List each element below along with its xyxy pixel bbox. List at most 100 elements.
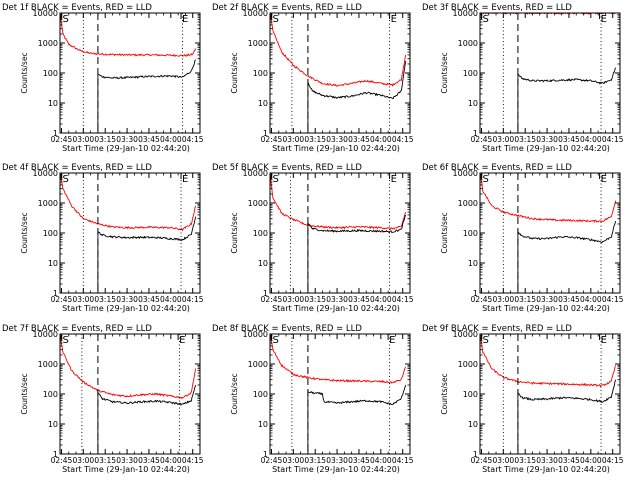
x-tick-label: 04:15 xyxy=(392,456,414,465)
x-tick-label: 03:15 xyxy=(514,456,536,465)
lld-series-line xyxy=(60,334,197,400)
y-tick-label: 10 xyxy=(48,259,58,268)
y-axis-label: Counts/sec xyxy=(230,373,239,414)
x-tick-label: 03:30 xyxy=(536,295,558,304)
lld-series-line xyxy=(270,173,407,230)
panel-title: Det 6f BLACK = Events, RED = LLD xyxy=(422,163,572,173)
x-axis-label: Start Time (29-Jan-10 02:44:20) xyxy=(62,304,190,313)
lld-series-line xyxy=(60,13,197,58)
y-tick-label: 10 xyxy=(258,99,268,108)
x-tick-label: 04:00 xyxy=(370,456,392,465)
end-marker-label: E xyxy=(601,335,607,346)
x-tick-label: 04:15 xyxy=(602,135,624,144)
x-tick-label: 04:00 xyxy=(370,135,392,144)
x-tick-label: 03:45 xyxy=(558,295,580,304)
y-axis-label: Counts/sec xyxy=(440,212,449,253)
y-axis-label: Counts/sec xyxy=(230,52,239,93)
x-tick-label: 03:00 xyxy=(73,135,95,144)
panel-title: Det 3f BLACK = Events, RED = LLD xyxy=(422,3,572,13)
y-axis-label: Counts/sec xyxy=(20,52,29,93)
start-marker-label: S xyxy=(62,335,68,346)
x-tick-label: 03:30 xyxy=(536,456,558,465)
y-tick-label: 100 xyxy=(253,390,268,399)
x-tick-label: 02:45 xyxy=(261,135,283,144)
x-tick-label: 03:00 xyxy=(283,135,305,144)
x-tick-label: 03:30 xyxy=(536,135,558,144)
start-marker-label: S xyxy=(62,174,68,185)
y-tick-label: 100 xyxy=(43,229,58,238)
x-tick-label: 02:45 xyxy=(471,135,493,144)
x-tick-label: 03:00 xyxy=(283,295,305,304)
end-marker-label: E xyxy=(601,14,607,25)
x-tick-label: 03:15 xyxy=(94,135,116,144)
y-tick-label: 100 xyxy=(253,69,268,78)
x-tick-label: 04:15 xyxy=(602,295,624,304)
y-axis-label: Counts/sec xyxy=(440,373,449,414)
y-axis-label: Counts/sec xyxy=(20,373,29,414)
x-tick-label: 03:30 xyxy=(116,456,138,465)
y-tick-label: 100 xyxy=(463,229,478,238)
y-tick-label: 10000 xyxy=(33,9,58,18)
x-axis-label: Start Time (29-Jan-10 02:44:20) xyxy=(272,304,400,313)
y-tick-label: 100 xyxy=(253,229,268,238)
x-tick-label: 03:45 xyxy=(138,456,160,465)
y-axis-label: Counts/sec xyxy=(20,212,29,253)
y-tick-label: 1000 xyxy=(458,199,478,208)
y-tick-label: 1 xyxy=(53,129,58,138)
x-tick-label: 03:15 xyxy=(304,135,326,144)
x-tick-label: 03:15 xyxy=(514,135,536,144)
start-marker-label: S xyxy=(272,14,278,25)
y-tick-label: 1 xyxy=(263,129,268,138)
start-marker-label: S xyxy=(482,14,488,25)
panel-title: Det 1f BLACK = Events, RED = LLD xyxy=(2,3,152,13)
y-tick-label: 1 xyxy=(53,450,58,459)
x-tick-label: 03:00 xyxy=(493,135,515,144)
x-tick-label: 04:15 xyxy=(182,295,204,304)
x-tick-label: 03:15 xyxy=(514,295,536,304)
y-tick-label: 1000 xyxy=(38,360,58,369)
y-tick-label: 1 xyxy=(263,450,268,459)
y-tick-label: 100 xyxy=(43,390,58,399)
x-tick-label: 03:45 xyxy=(138,135,160,144)
x-tick-label: 04:00 xyxy=(580,456,602,465)
end-marker-label: E xyxy=(182,174,188,185)
lld-series-line xyxy=(480,334,617,388)
panel-title: Det 9f BLACK = Events, RED = LLD xyxy=(422,324,572,334)
x-tick-label: 04:15 xyxy=(602,456,624,465)
y-tick-label: 1000 xyxy=(38,199,58,208)
x-axis-label: Start Time (29-Jan-10 02:44:20) xyxy=(272,465,400,474)
x-axis-label: Start Time (29-Jan-10 02:44:20) xyxy=(482,465,610,474)
end-marker-label: E xyxy=(182,14,188,25)
y-tick-label: 10000 xyxy=(243,330,268,339)
y-tick-label: 10 xyxy=(468,420,478,429)
y-tick-label: 10 xyxy=(258,420,268,429)
panel-title: Det 5f BLACK = Events, RED = LLD xyxy=(212,163,362,173)
y-tick-label: 10 xyxy=(48,99,58,108)
y-tick-label: 10 xyxy=(258,259,268,268)
x-tick-label: 03:45 xyxy=(138,295,160,304)
events-series-line xyxy=(517,67,617,133)
y-tick-label: 10000 xyxy=(453,9,478,18)
events-series-line xyxy=(97,384,197,454)
y-tick-label: 100 xyxy=(463,69,478,78)
x-tick-label: 03:30 xyxy=(326,135,348,144)
events-series-line xyxy=(307,214,407,293)
x-axis-label: Start Time (29-Jan-10 02:44:20) xyxy=(482,304,610,313)
x-tick-label: 03:30 xyxy=(326,456,348,465)
y-tick-label: 1000 xyxy=(248,39,268,48)
y-tick-label: 10 xyxy=(468,99,478,108)
x-tick-label: 04:00 xyxy=(580,135,602,144)
x-tick-label: 03:00 xyxy=(283,456,305,465)
x-tick-label: 04:15 xyxy=(392,135,414,144)
lld-series-line xyxy=(270,334,407,384)
y-tick-label: 1000 xyxy=(458,39,478,48)
y-tick-label: 1 xyxy=(473,450,478,459)
y-tick-label: 10000 xyxy=(453,169,478,178)
y-tick-label: 10 xyxy=(48,420,58,429)
